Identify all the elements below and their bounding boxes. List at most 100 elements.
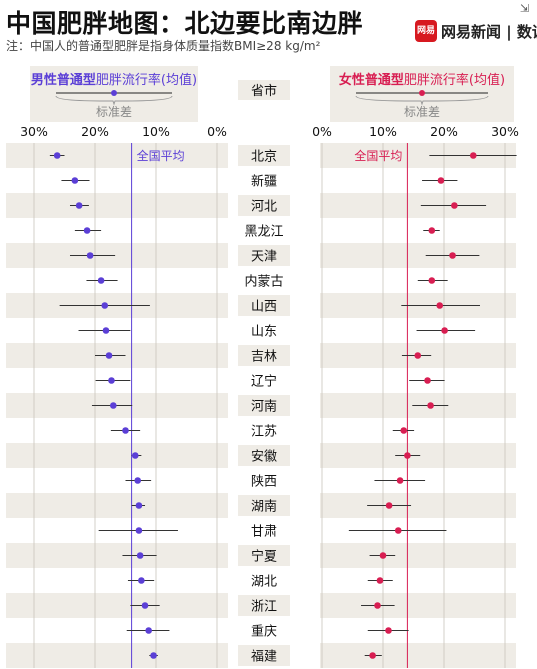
female-mean-point xyxy=(394,527,402,534)
province-label: 浙江 xyxy=(251,600,277,615)
female-mean-point xyxy=(379,552,387,559)
province-cell-bg xyxy=(238,495,290,516)
male-mean-point xyxy=(134,477,141,484)
female-mean-point xyxy=(424,377,431,384)
female-row-bg xyxy=(320,418,516,443)
male-mean-point xyxy=(122,427,129,434)
female-tick-label: 0% xyxy=(312,124,332,139)
chart-note: 注：中国人的普通型肥胖是指身体质量指数BMI≥28 kg/m² xyxy=(6,39,321,53)
male-tick-label: 30% xyxy=(20,124,48,139)
female-legend-dot xyxy=(419,90,425,96)
male-tick-label: 0% xyxy=(207,124,227,139)
province-cell-bg xyxy=(238,195,290,216)
province-cell-bg xyxy=(238,595,290,616)
province-cell-bg xyxy=(238,370,290,391)
female-legend-brace xyxy=(355,95,489,106)
province-cell-bg xyxy=(238,645,290,666)
province-cell-bg xyxy=(238,545,290,566)
province-label: 陕西 xyxy=(251,475,277,490)
male-row-bg xyxy=(6,618,228,643)
male-mean-point xyxy=(71,177,79,184)
province-cell-bg xyxy=(238,220,290,241)
female-row-bg xyxy=(320,193,516,218)
province-cell-bg xyxy=(238,345,290,366)
female-legend-title: 女性普通型肥胖流行率(均值) xyxy=(339,72,505,88)
male-legend-title: 男性普通型肥胖流行率(均值) xyxy=(31,72,197,88)
province-label: 重庆 xyxy=(251,624,277,640)
exit-icon[interactable]: ⇲ xyxy=(520,2,530,15)
male-row-bg xyxy=(6,243,228,268)
female-row-bg xyxy=(320,593,516,618)
province-cell-bg xyxy=(238,470,290,491)
page-title: 中国肥胖地图：北边要比南边胖 xyxy=(6,9,364,38)
female-mean-point xyxy=(436,302,444,309)
female-mean-point xyxy=(449,252,456,259)
province-label: 河南 xyxy=(251,399,277,415)
female-mean-point xyxy=(441,327,448,334)
province-label: 天津 xyxy=(251,250,277,265)
female-mean-point xyxy=(428,277,436,284)
province-label: 江苏 xyxy=(251,424,277,440)
male-mean-point xyxy=(53,152,61,159)
male-mean-point xyxy=(145,627,152,634)
province-cell-bg xyxy=(238,145,290,166)
province-label: 安徽 xyxy=(251,450,277,465)
province-label: 湖北 xyxy=(251,575,277,590)
province-label: 河北 xyxy=(251,200,277,215)
female-row-bg xyxy=(320,243,516,268)
male-tick-label: 20% xyxy=(81,124,109,139)
female-mean-point xyxy=(396,477,404,484)
female-mean-point xyxy=(414,352,422,359)
female-row-bg xyxy=(320,168,516,193)
female-mean-point xyxy=(374,602,381,609)
male-mean-point xyxy=(141,602,149,609)
female-tick-label: 20% xyxy=(430,124,458,139)
male-row-bg xyxy=(6,468,228,493)
male-mean-point xyxy=(136,552,144,559)
male-mean-point xyxy=(102,327,110,334)
male-mean-point xyxy=(75,202,83,209)
male-tick-label: 10% xyxy=(142,124,170,139)
female-legend-sub: 标准差 xyxy=(404,105,440,119)
male-row-bg xyxy=(6,493,228,518)
male-row-bg xyxy=(6,443,228,468)
province-cell-bg xyxy=(238,245,290,266)
province-cell-bg xyxy=(238,295,290,316)
female-row-bg xyxy=(320,543,516,568)
female-mean-point xyxy=(369,652,376,659)
province-cell-bg xyxy=(238,320,290,341)
province-cell-bg xyxy=(238,395,290,416)
female-mean-point xyxy=(404,452,411,459)
female-mean-point xyxy=(428,227,436,234)
female-mean-point xyxy=(451,202,458,209)
male-mean-point xyxy=(131,452,139,459)
province-label: 新疆 xyxy=(251,174,277,190)
male-mean-point xyxy=(135,502,143,509)
male-mean-point xyxy=(83,227,91,234)
male-mean-point xyxy=(150,652,157,659)
province-label: 北京 xyxy=(251,150,277,165)
female-mean-point xyxy=(469,152,477,159)
female-tick-label: 10% xyxy=(369,124,397,139)
male-legend-brace xyxy=(55,95,173,106)
female-row-bg xyxy=(320,643,516,668)
province-label: 山西 xyxy=(251,300,277,315)
female-row-bg xyxy=(320,218,516,243)
province-label: 山东 xyxy=(251,325,277,340)
male-row-bg xyxy=(6,568,228,593)
male-mean-point xyxy=(135,527,143,534)
province-cell-bg xyxy=(238,570,290,591)
female-mean-point xyxy=(400,427,408,434)
brand-logo: 网易 xyxy=(415,20,437,42)
province-header-bg xyxy=(238,80,290,100)
province-label: 甘肃 xyxy=(251,525,277,540)
male-row-bg xyxy=(6,643,228,668)
male-row-bg xyxy=(6,543,228,568)
female-mean-point xyxy=(385,627,392,634)
male-legend-dot xyxy=(111,90,117,96)
province-label: 湖南 xyxy=(251,499,277,515)
male-mean-point xyxy=(138,577,145,584)
province-label: 内蒙古 xyxy=(244,274,283,290)
province-cell-bg xyxy=(238,270,290,291)
province-label: 辽宁 xyxy=(251,374,277,390)
